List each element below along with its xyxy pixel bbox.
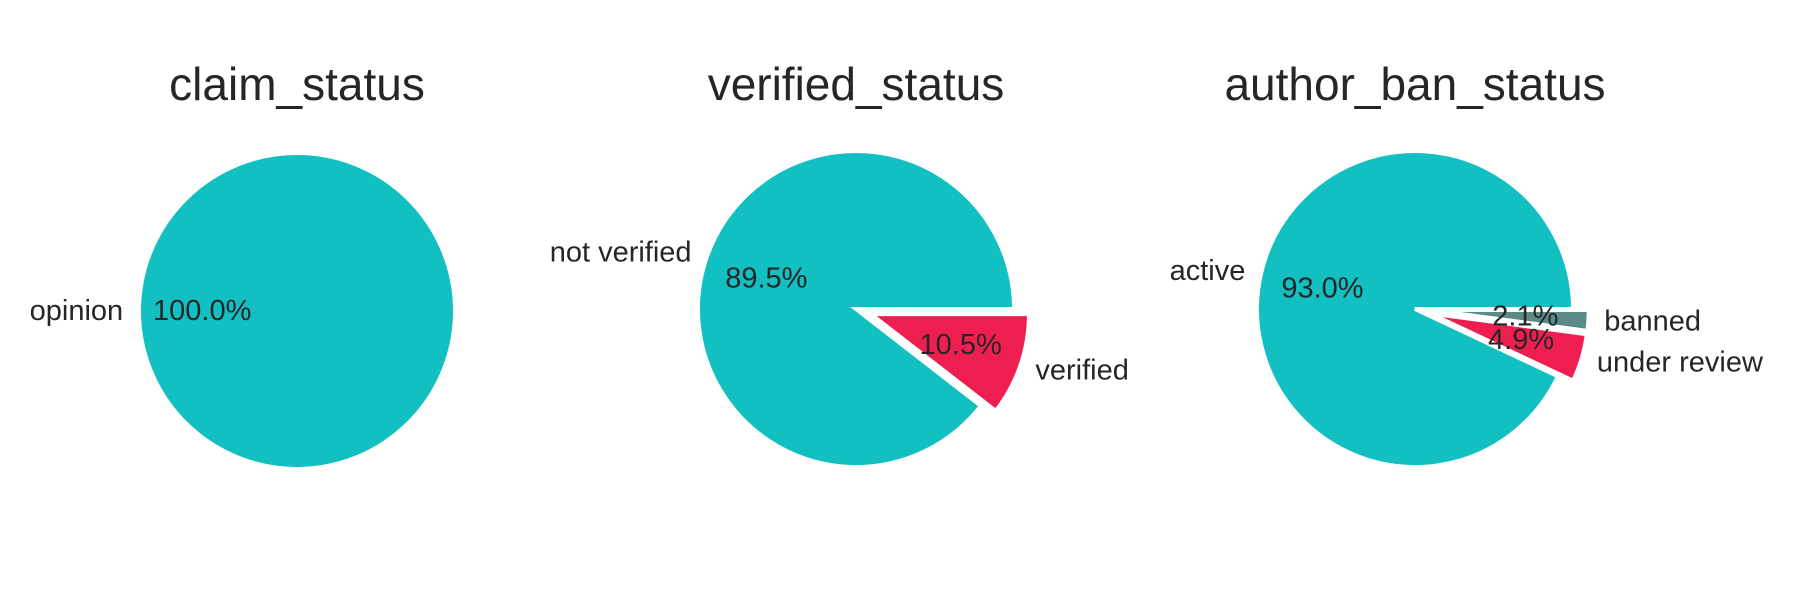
pie-slice-banned (1430, 308, 1591, 334)
slice-label-verified: verified (1035, 354, 1129, 386)
chart-title: author_ban_status (1224, 58, 1605, 110)
slice-label-banned: banned (1604, 305, 1701, 337)
pie-slice-opinion (137, 151, 457, 471)
slice-label-under-review: under review (1597, 346, 1764, 378)
slice-label-active: active (1170, 255, 1246, 287)
pie-slice-verified (865, 312, 1031, 414)
slice-percent-verified: 10.5% (920, 329, 1002, 361)
slice-percent-active: 93.0% (1281, 272, 1363, 304)
slice-label-not-verified: not verified (550, 237, 692, 269)
pie-slice-active (1255, 148, 1576, 469)
pie-slice-under-review (1429, 311, 1590, 384)
chart-title: verified_status (708, 58, 1005, 110)
slice-percent-banned: 2.1% (1492, 300, 1558, 332)
slice-label-opinion: opinion (30, 295, 124, 327)
slice-percent-not-verified: 89.5% (725, 262, 807, 294)
pie-slice-not-verified (696, 149, 1017, 469)
chart-title: claim_status (169, 58, 425, 110)
slice-percent-opinion: 100.0% (153, 295, 251, 327)
slice-percent-under-review: 4.9% (1488, 324, 1554, 356)
